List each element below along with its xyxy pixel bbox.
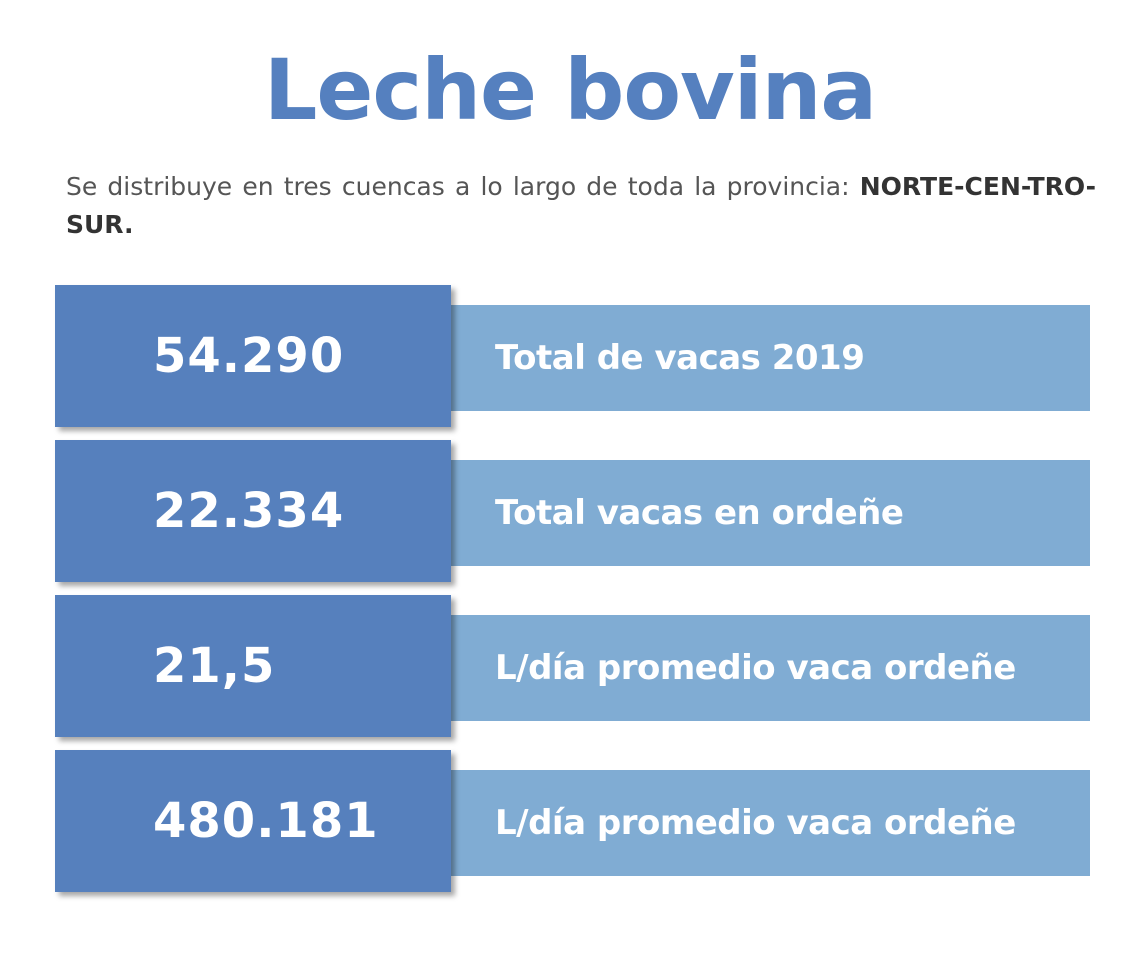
stat-row-litros-dia: L/día promedio vaca ordeñe 480.181 <box>55 750 1095 892</box>
stat-row-vacas-ordene: Total vacas en ordeñe 22.334 <box>55 440 1095 582</box>
stat-value: 21,5 <box>153 638 276 694</box>
stat-label: L/día promedio vaca ordeñe <box>495 803 1016 843</box>
stat-value-box: 54.290 <box>55 285 451 427</box>
stat-label: L/día promedio vaca ordeñe <box>495 648 1016 688</box>
stat-label-box: Total de vacas 2019 <box>445 305 1090 411</box>
stat-value-box: 22.334 <box>55 440 451 582</box>
stat-value: 22.334 <box>153 483 345 539</box>
stat-label: Total vacas en ordeñe <box>495 493 904 533</box>
stat-value: 54.290 <box>153 328 345 384</box>
subtitle-regions: NORTE-CEN-TRO-SUR. <box>66 172 1096 239</box>
stat-label-box: L/día promedio vaca ordeñe <box>445 770 1090 876</box>
page-title: Leche bovina <box>263 41 877 139</box>
stat-value-box: 21,5 <box>55 595 451 737</box>
subtitle: Se distribuye en tres cuencas a lo largo… <box>66 168 1096 244</box>
subtitle-text: Se distribuye en tres cuencas a lo largo… <box>66 172 860 201</box>
stat-label-box: L/día promedio vaca ordeñe <box>445 615 1090 721</box>
stat-label: Total de vacas 2019 <box>495 338 865 378</box>
stat-row-promedio-vaca: L/día promedio vaca ordeñe 21,5 <box>55 595 1095 737</box>
stat-value: 480.181 <box>153 793 379 849</box>
stat-row-total-vacas: Total de vacas 2019 54.290 <box>55 285 1095 427</box>
stat-label-box: Total vacas en ordeñe <box>445 460 1090 566</box>
stat-value-box: 480.181 <box>55 750 451 892</box>
